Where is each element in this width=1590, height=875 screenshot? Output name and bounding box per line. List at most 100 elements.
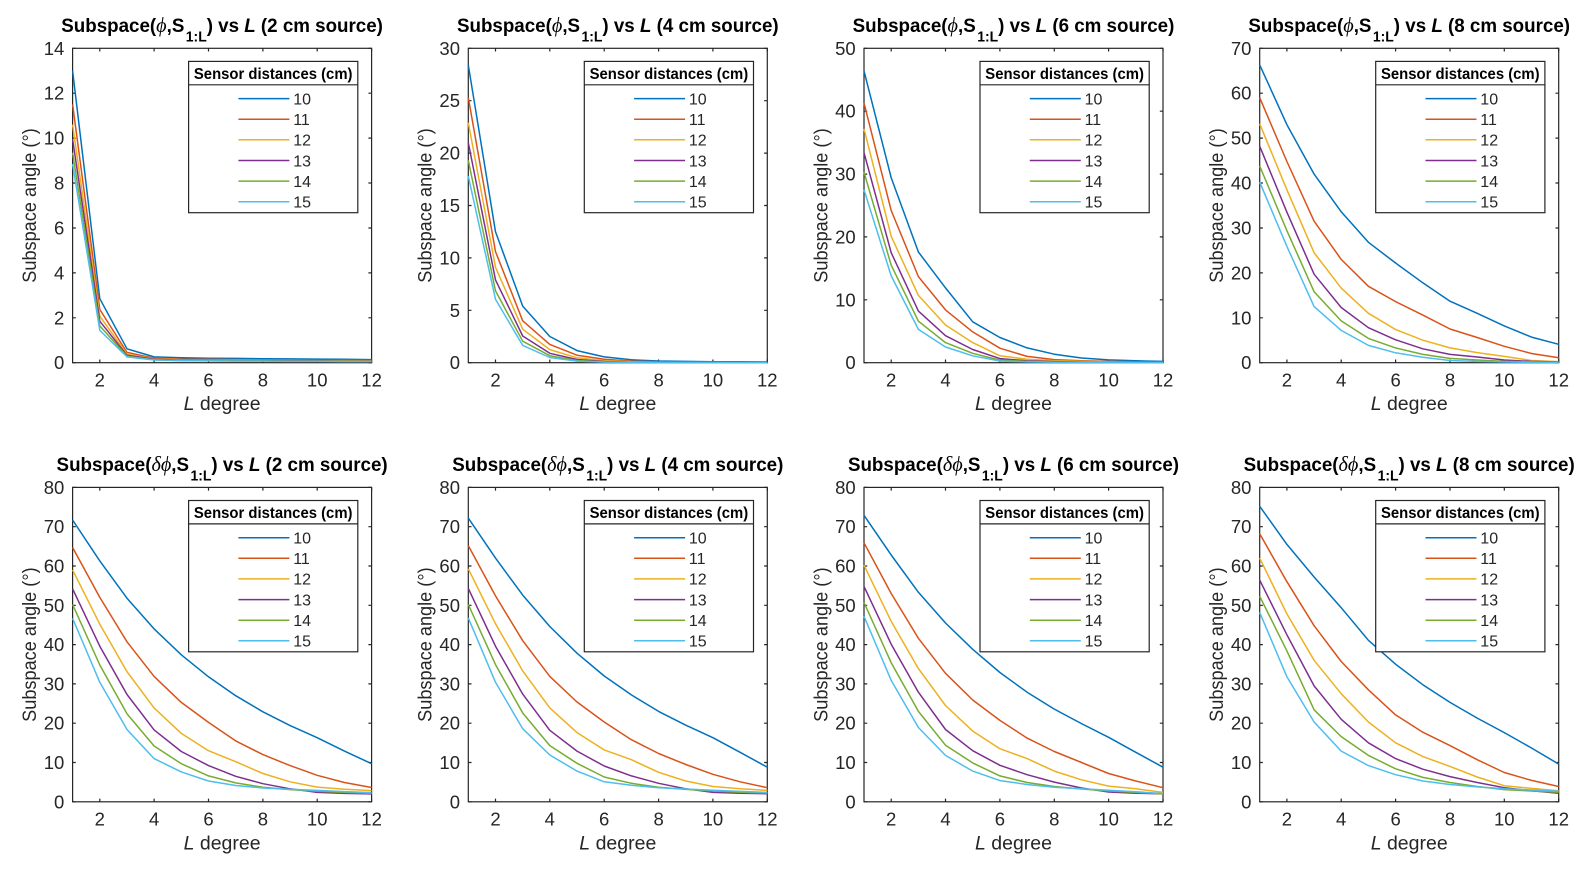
svg-text:Sensor distances (cm): Sensor distances (cm) — [194, 505, 353, 522]
svg-text:4: 4 — [940, 809, 950, 830]
svg-text:12: 12 — [361, 370, 382, 391]
svg-text:20: 20 — [835, 226, 856, 247]
svg-text:8: 8 — [1049, 370, 1059, 391]
svg-text:12: 12 — [44, 83, 65, 104]
svg-text:8: 8 — [653, 370, 663, 391]
svg-text:20: 20 — [1231, 713, 1252, 734]
svg-text:8: 8 — [653, 809, 663, 830]
svg-text:0: 0 — [845, 791, 855, 812]
svg-text:60: 60 — [1231, 556, 1252, 577]
svg-text:10: 10 — [1098, 809, 1119, 830]
svg-text:30: 30 — [439, 673, 460, 694]
svg-text:60: 60 — [1231, 83, 1252, 104]
svg-text:2: 2 — [95, 809, 105, 830]
svg-text:14: 14 — [44, 38, 65, 59]
svg-text:12: 12 — [757, 370, 778, 391]
svg-text:14: 14 — [1085, 174, 1103, 191]
svg-text:15: 15 — [439, 195, 460, 216]
svg-text:12: 12 — [689, 572, 707, 589]
svg-text:40: 40 — [1231, 634, 1252, 655]
svg-text:10: 10 — [307, 370, 328, 391]
svg-text:50: 50 — [1231, 128, 1252, 149]
svg-text:4: 4 — [1336, 809, 1346, 830]
svg-text:Subspace angle (°): Subspace angle (°) — [415, 567, 437, 722]
svg-text:14: 14 — [293, 613, 311, 630]
svg-text:6: 6 — [995, 809, 1005, 830]
svg-text:10: 10 — [703, 809, 724, 830]
svg-text:40: 40 — [835, 101, 856, 122]
svg-text:70: 70 — [44, 516, 65, 537]
svg-text:70: 70 — [1231, 516, 1252, 537]
svg-text:0: 0 — [450, 352, 460, 373]
svg-text:0: 0 — [1241, 352, 1251, 373]
svg-text:15: 15 — [1480, 195, 1498, 212]
svg-text:40: 40 — [44, 634, 65, 655]
svg-text:8: 8 — [54, 173, 64, 194]
svg-text:13: 13 — [1085, 592, 1103, 609]
svg-text:10: 10 — [1231, 752, 1252, 773]
svg-text:30: 30 — [835, 164, 856, 185]
svg-text:13: 13 — [293, 592, 311, 609]
svg-text:15: 15 — [1085, 195, 1103, 212]
svg-text:12: 12 — [1548, 370, 1569, 391]
svg-text:Subspace angle (°): Subspace angle (°) — [19, 567, 41, 722]
svg-text:11: 11 — [1085, 551, 1102, 568]
svg-text:30: 30 — [1231, 218, 1252, 239]
svg-text:2: 2 — [490, 370, 500, 391]
svg-text:12: 12 — [1153, 809, 1174, 830]
svg-text:0: 0 — [845, 352, 855, 373]
svg-text:4: 4 — [149, 370, 159, 391]
svg-text:30: 30 — [439, 38, 460, 59]
svg-text:2: 2 — [1282, 370, 1292, 391]
svg-text:0: 0 — [54, 791, 64, 812]
svg-text:12: 12 — [1480, 572, 1498, 589]
svg-text:6: 6 — [1390, 809, 1400, 830]
svg-text:70: 70 — [1231, 38, 1252, 59]
svg-text:L degree: L degree — [579, 832, 656, 854]
svg-text:Sensor distances (cm): Sensor distances (cm) — [194, 66, 353, 83]
svg-text:11: 11 — [1085, 112, 1102, 129]
svg-text:60: 60 — [835, 556, 856, 577]
svg-text:10: 10 — [835, 752, 856, 773]
svg-text:60: 60 — [44, 556, 65, 577]
svg-text:25: 25 — [439, 90, 460, 111]
svg-text:12: 12 — [1085, 133, 1103, 150]
svg-text:15: 15 — [1085, 634, 1103, 651]
svg-text:Subspace angle (°): Subspace angle (°) — [810, 567, 832, 722]
svg-text:4: 4 — [54, 262, 64, 283]
svg-text:10: 10 — [439, 247, 460, 268]
svg-text:6: 6 — [203, 370, 213, 391]
svg-text:Subspace angle (°): Subspace angle (°) — [810, 128, 832, 283]
svg-text:50: 50 — [835, 595, 856, 616]
svg-text:20: 20 — [44, 713, 65, 734]
svg-text:14: 14 — [689, 174, 707, 191]
svg-text:10: 10 — [1494, 370, 1515, 391]
svg-text:12: 12 — [1480, 133, 1498, 150]
svg-text:14: 14 — [293, 174, 311, 191]
svg-text:12: 12 — [293, 133, 311, 150]
svg-text:L degree: L degree — [975, 832, 1052, 854]
svg-text:60: 60 — [439, 556, 460, 577]
svg-text:10: 10 — [1480, 91, 1498, 108]
svg-text:Sensor distances (cm): Sensor distances (cm) — [985, 505, 1144, 522]
svg-text:L degree: L degree — [184, 393, 261, 415]
svg-text:8: 8 — [1445, 370, 1455, 391]
svg-text:14: 14 — [1480, 174, 1498, 191]
svg-text:10: 10 — [44, 752, 65, 773]
svg-text:6: 6 — [1390, 370, 1400, 391]
svg-text:2: 2 — [490, 809, 500, 830]
svg-text:50: 50 — [44, 595, 65, 616]
svg-text:4: 4 — [545, 370, 555, 391]
svg-text:Subspace angle (°): Subspace angle (°) — [415, 128, 437, 283]
svg-text:40: 40 — [835, 634, 856, 655]
svg-text:8: 8 — [258, 809, 268, 830]
svg-text:L degree: L degree — [1371, 393, 1448, 415]
svg-text:50: 50 — [1231, 595, 1252, 616]
svg-text:Sensor distances (cm): Sensor distances (cm) — [985, 66, 1144, 83]
svg-text:10: 10 — [835, 289, 856, 310]
svg-text:Subspace angle (°): Subspace angle (°) — [19, 128, 41, 283]
svg-text:10: 10 — [1085, 91, 1103, 108]
svg-text:12: 12 — [1085, 572, 1103, 589]
svg-text:15: 15 — [1480, 634, 1498, 651]
svg-text:Sensor distances (cm): Sensor distances (cm) — [590, 66, 749, 83]
